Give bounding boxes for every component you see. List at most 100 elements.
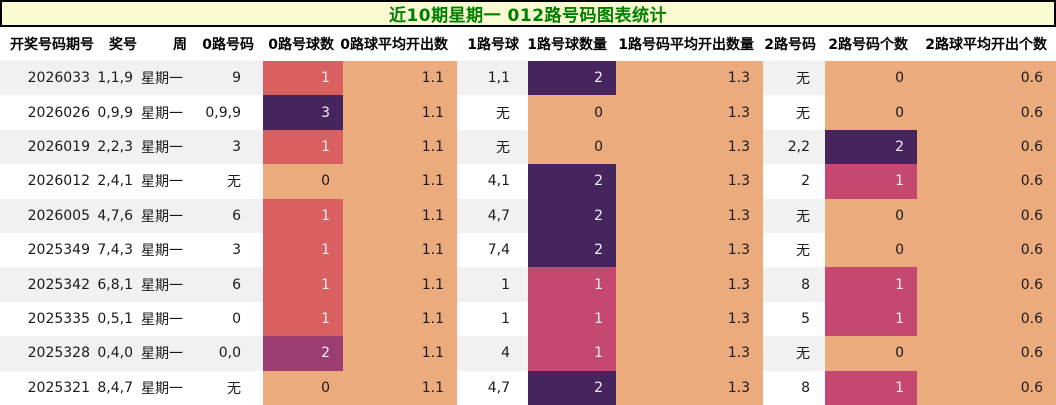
cell-r0_nums: 无: [227, 380, 241, 397]
cell-r1_avg: 1.3: [616, 129, 763, 165]
cell-r2_avg: 0.6: [917, 61, 1056, 96]
cell-r2_nums: 无: [796, 346, 810, 363]
header-period: 开奖号码期号: [10, 37, 94, 53]
table-row: 2026005 4,7,6 星期一 6 1 1.1 4,7 2 1.3 无 0 0.6: [0, 198, 1056, 234]
cell-r0_nums: 0: [232, 311, 241, 328]
cell-week: 星期一: [141, 71, 183, 88]
cell-r2_nums: 无: [796, 105, 810, 122]
cell-prize: 2,2,3: [97, 139, 133, 156]
cell-period: 2025342: [27, 276, 90, 293]
header-r2_avg: 2路球平均开出个数: [925, 37, 1047, 53]
cell-prize: 1,1,9: [97, 70, 133, 87]
cell-r2_nums: 无: [796, 71, 810, 88]
cell-r2_nums: 8: [801, 379, 810, 396]
cell-period: 2026005: [27, 207, 90, 224]
cell-r2_nums: 无: [796, 243, 810, 260]
cell-prize: 0,4,0: [97, 345, 133, 362]
cell-r1_nums: 4: [501, 345, 510, 362]
table-row: 2025349 7,4,3 星期一 3 1 1.1 7,4 2 1.3 无 0 0.6: [0, 233, 1056, 268]
cell-r2_nums: 2,2: [787, 139, 810, 156]
cell-r2_avg: 0.6: [917, 198, 1056, 234]
cell-r2_nums: 5: [801, 311, 810, 328]
table-row: 2026026 0,9,9 星期一 0,9,9 3 1.1 无 0 1.3 无 0 0.6: [0, 95, 1056, 130]
cell-r0_count: 2: [263, 336, 343, 371]
cell-r2_nums: 无: [796, 208, 810, 225]
cell-r2_count: 0: [825, 336, 917, 371]
cell-r1_avg: 1.3: [616, 301, 763, 337]
cell-r1_avg: 1.3: [616, 198, 763, 234]
header-r1_nums: 1路号球: [467, 37, 519, 53]
cell-prize: 0,9,9: [97, 104, 133, 121]
table-header-row: 开奖号码期号 奖号 周 0路号码 0路号球数 0路球平均开出数 1路号球 1路号球数量 1路号码…: [0, 27, 1056, 61]
header-r0_nums: 0路号码: [202, 37, 254, 53]
cell-prize: 2,4,1: [97, 173, 133, 190]
cell-r2_count: 0: [825, 61, 917, 96]
cell-r0_avg: 1.1: [343, 164, 457, 199]
cell-r1_avg: 1.3: [616, 164, 763, 199]
cell-r2_count: 1: [825, 370, 917, 405]
cell-r1_nums: 无: [496, 140, 510, 157]
cell-r1_nums: 7,4: [487, 242, 510, 259]
cell-r2_avg: 0.6: [917, 129, 1056, 165]
cell-week: 星期一: [141, 346, 183, 363]
table-row: 2026012 2,4,1 星期一无 0 1.1 4,1 2 1.3 2 1 0.6: [0, 164, 1056, 199]
cell-r2_nums: 8: [801, 276, 810, 293]
cell-r0_nums: 0,0: [218, 345, 241, 362]
cell-r1_count: 1: [528, 267, 616, 302]
cell-prize: 8,4,7: [97, 379, 133, 396]
cell-r2_avg: 0.6: [917, 370, 1056, 405]
cell-r1_count: 2: [528, 198, 616, 234]
table-row: 2026019 2,2,3 星期一 3 1 1.1 无 0 1.3 2,2 2 0.6: [0, 129, 1056, 165]
cell-r2_avg: 0.6: [917, 233, 1056, 268]
cell-r0_nums: 3: [232, 242, 241, 259]
header-r1_count: 1路号球数量: [527, 37, 607, 53]
cell-r1_avg: 1.3: [616, 233, 763, 268]
cell-r0_nums: 无: [227, 174, 241, 191]
table-row: 2026033 1,1,9 星期一 9 1 1.1 1,1 2 1.3 无 0 0.6: [0, 61, 1056, 96]
table-row: 2025335 0,5,1 星期一 0 1 1.1 1 1 1.3 5 1 0.6: [0, 301, 1056, 337]
cell-r0_avg: 1.1: [343, 267, 457, 302]
cell-r1_avg: 1.3: [616, 267, 763, 302]
cell-r1_nums: 4,1: [487, 173, 510, 190]
cell-prize: 0,5,1: [97, 311, 133, 328]
table-row: 2025328 0,4,0 星期一 0,0 2 1.1 4 1 1.3 无 0 0.6: [0, 336, 1056, 371]
cell-r2_count: 0: [825, 95, 917, 130]
cell-r2_avg: 0.6: [917, 95, 1056, 130]
cell-r0_avg: 1.1: [343, 233, 457, 268]
cell-r0_count: 1: [263, 198, 343, 234]
cell-r1_nums: 1: [501, 311, 510, 328]
cell-prize: 4,7,6: [97, 207, 133, 224]
header-r2_nums: 2路号码: [764, 37, 816, 53]
cell-r2_count: 1: [825, 301, 917, 337]
cell-r0_count: 1: [263, 267, 343, 302]
cell-period: 2026019: [27, 139, 90, 156]
cell-r2_count: 2: [825, 129, 917, 165]
table-row: 2025342 6,8,1 星期一 6 1 1.1 1 1 1.3 8 1 0.6: [0, 267, 1056, 302]
cell-period: 2026033: [27, 70, 90, 87]
cell-r0_nums: 6: [232, 276, 241, 293]
cell-prize: 7,4,3: [97, 242, 133, 259]
cell-r0_nums: 9: [232, 70, 241, 87]
cell-week: 星期一: [141, 105, 183, 122]
cell-r0_nums: 3: [232, 139, 241, 156]
cell-r0_count: 1: [263, 61, 343, 96]
cell-period: 2026012: [27, 173, 90, 190]
cell-week: 星期一: [141, 380, 183, 397]
cell-r0_avg: 1.1: [343, 301, 457, 337]
cell-r1_avg: 1.3: [616, 95, 763, 130]
cell-r2_count: 1: [825, 164, 917, 199]
cell-r1_nums: 1: [501, 276, 510, 293]
cell-r1_nums: 4,7: [487, 379, 510, 396]
cell-r1_count: 0: [528, 95, 616, 130]
title-bar: 近10期星期一 012路号码图表统计: [0, 0, 1056, 27]
cell-period: 2025328: [27, 345, 90, 362]
cell-r0_nums: 6: [232, 207, 241, 224]
cell-r1_avg: 1.3: [616, 336, 763, 371]
header-r1_avg: 1路号码平均开出数量: [618, 37, 754, 53]
cell-r0_count: 3: [263, 95, 343, 130]
cell-period: 2025335: [27, 311, 90, 328]
cell-r2_avg: 0.6: [917, 164, 1056, 199]
cell-week: 星期一: [141, 277, 183, 294]
header-prize: 奖号: [109, 37, 137, 53]
cell-r1_count: 2: [528, 164, 616, 199]
